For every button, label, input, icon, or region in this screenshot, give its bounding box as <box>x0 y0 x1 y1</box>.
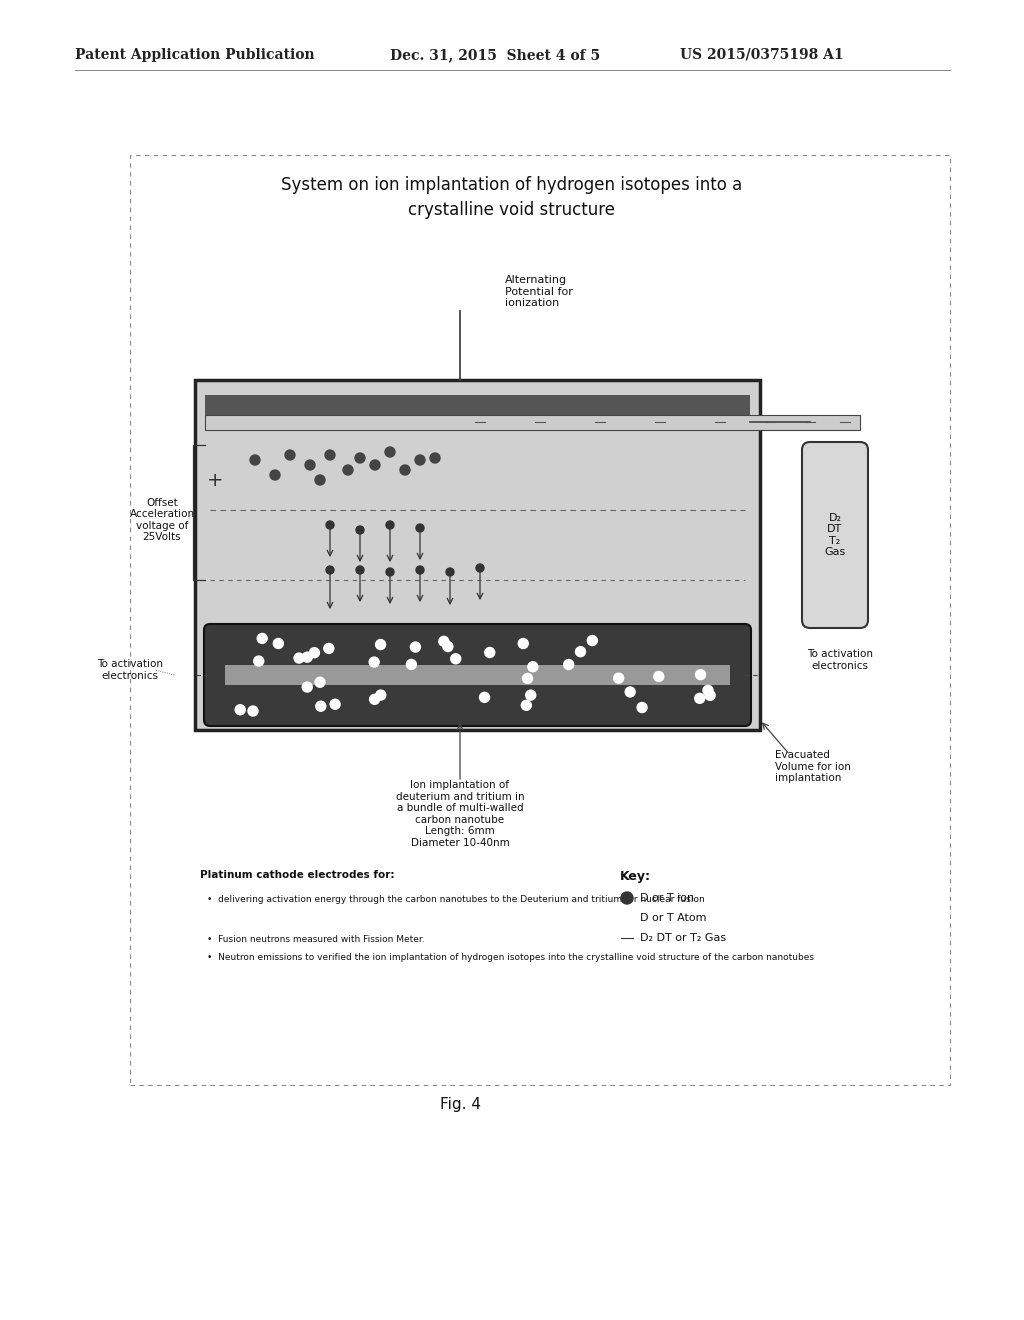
Text: D or T Atom: D or T Atom <box>640 913 707 923</box>
Text: crystalline void structure: crystalline void structure <box>409 201 615 219</box>
Circle shape <box>305 459 315 470</box>
Circle shape <box>248 706 258 715</box>
Circle shape <box>315 475 325 484</box>
Text: Offset
Acceleration
voltage of
25Volts: Offset Acceleration voltage of 25Volts <box>129 498 195 543</box>
Text: •  delivering activation energy through the carbon nanotubes to the Deuterium an: • delivering activation energy through t… <box>207 895 705 904</box>
Text: Dec. 31, 2015  Sheet 4 of 5: Dec. 31, 2015 Sheet 4 of 5 <box>390 48 600 62</box>
FancyBboxPatch shape <box>802 442 868 628</box>
Circle shape <box>370 694 380 705</box>
Circle shape <box>525 690 536 700</box>
Circle shape <box>588 635 597 645</box>
Circle shape <box>400 465 410 475</box>
Circle shape <box>355 453 365 463</box>
Circle shape <box>254 656 264 667</box>
Text: Ion implantation of
deuterium and tritium in
a bundle of multi-walled
carbon nan: Ion implantation of deuterium and tritiu… <box>395 780 524 847</box>
Circle shape <box>694 693 705 704</box>
Circle shape <box>451 653 461 664</box>
Circle shape <box>386 568 394 576</box>
Text: To activation
electronics: To activation electronics <box>97 659 163 681</box>
Circle shape <box>621 892 633 904</box>
Text: Platinum cathode electrodes for:: Platinum cathode electrodes for: <box>200 870 394 880</box>
FancyBboxPatch shape <box>204 624 751 726</box>
Text: Evacuated
Volume for ion
implantation: Evacuated Volume for ion implantation <box>775 750 851 783</box>
Circle shape <box>439 636 449 647</box>
Text: D₂
DT
T₂
Gas: D₂ DT T₂ Gas <box>824 512 846 557</box>
Circle shape <box>484 648 495 657</box>
Circle shape <box>442 642 453 652</box>
Bar <box>130 154 950 1085</box>
Circle shape <box>309 648 319 657</box>
Circle shape <box>236 705 245 714</box>
Circle shape <box>416 566 424 574</box>
Circle shape <box>518 639 528 648</box>
Circle shape <box>446 568 454 576</box>
Text: US 2015/0375198 A1: US 2015/0375198 A1 <box>680 48 844 62</box>
Text: D₂ DT or T₂ Gas: D₂ DT or T₂ Gas <box>640 933 726 942</box>
Circle shape <box>575 647 586 656</box>
Circle shape <box>326 566 334 574</box>
Text: System on ion implantation of hydrogen isotopes into a: System on ion implantation of hydrogen i… <box>282 176 742 194</box>
Circle shape <box>302 652 312 663</box>
Circle shape <box>703 685 713 696</box>
Circle shape <box>315 677 325 688</box>
Circle shape <box>250 455 260 465</box>
Circle shape <box>522 673 532 684</box>
Circle shape <box>430 453 440 463</box>
Circle shape <box>386 521 394 529</box>
Circle shape <box>706 690 715 701</box>
Circle shape <box>356 525 364 535</box>
Circle shape <box>273 639 284 648</box>
Text: •  Neutron emissions to verified the ion implantation of hydrogen isotopes into : • Neutron emissions to verified the ion … <box>207 953 814 962</box>
Circle shape <box>330 700 340 709</box>
Circle shape <box>476 564 484 572</box>
Circle shape <box>637 702 647 713</box>
Bar <box>205 395 750 414</box>
Circle shape <box>376 640 386 649</box>
Text: D or T ion: D or T ion <box>640 894 694 903</box>
Text: Alternating
Potential for
ionization: Alternating Potential for ionization <box>505 275 572 308</box>
Circle shape <box>257 634 267 643</box>
Circle shape <box>324 643 334 653</box>
Circle shape <box>270 470 280 480</box>
Text: Key:: Key: <box>620 870 651 883</box>
Circle shape <box>370 459 380 470</box>
Circle shape <box>521 701 531 710</box>
Circle shape <box>356 566 364 574</box>
Bar <box>225 665 730 685</box>
Circle shape <box>563 660 573 669</box>
Bar <box>205 414 860 430</box>
Circle shape <box>343 465 353 475</box>
Circle shape <box>285 450 295 459</box>
Circle shape <box>695 669 706 680</box>
Circle shape <box>294 653 304 663</box>
Circle shape <box>326 521 334 529</box>
Circle shape <box>415 455 425 465</box>
Circle shape <box>653 672 664 681</box>
Bar <box>195 380 760 730</box>
Circle shape <box>376 690 386 700</box>
Circle shape <box>416 524 424 532</box>
Circle shape <box>302 682 312 692</box>
Circle shape <box>407 660 417 669</box>
Text: Fig. 4: Fig. 4 <box>439 1097 480 1113</box>
Text: To activation
electronics: To activation electronics <box>807 649 873 671</box>
Circle shape <box>626 686 635 697</box>
Circle shape <box>613 673 624 684</box>
Text: Patent Application Publication: Patent Application Publication <box>75 48 314 62</box>
Circle shape <box>385 447 395 457</box>
Circle shape <box>479 693 489 702</box>
Circle shape <box>325 450 335 459</box>
Circle shape <box>370 657 379 667</box>
Text: +: + <box>207 470 223 490</box>
Circle shape <box>411 642 421 652</box>
Text: •  Fusion neutrons measured with Fission Meter.: • Fusion neutrons measured with Fission … <box>207 935 425 944</box>
Circle shape <box>527 661 538 672</box>
Circle shape <box>315 701 326 711</box>
